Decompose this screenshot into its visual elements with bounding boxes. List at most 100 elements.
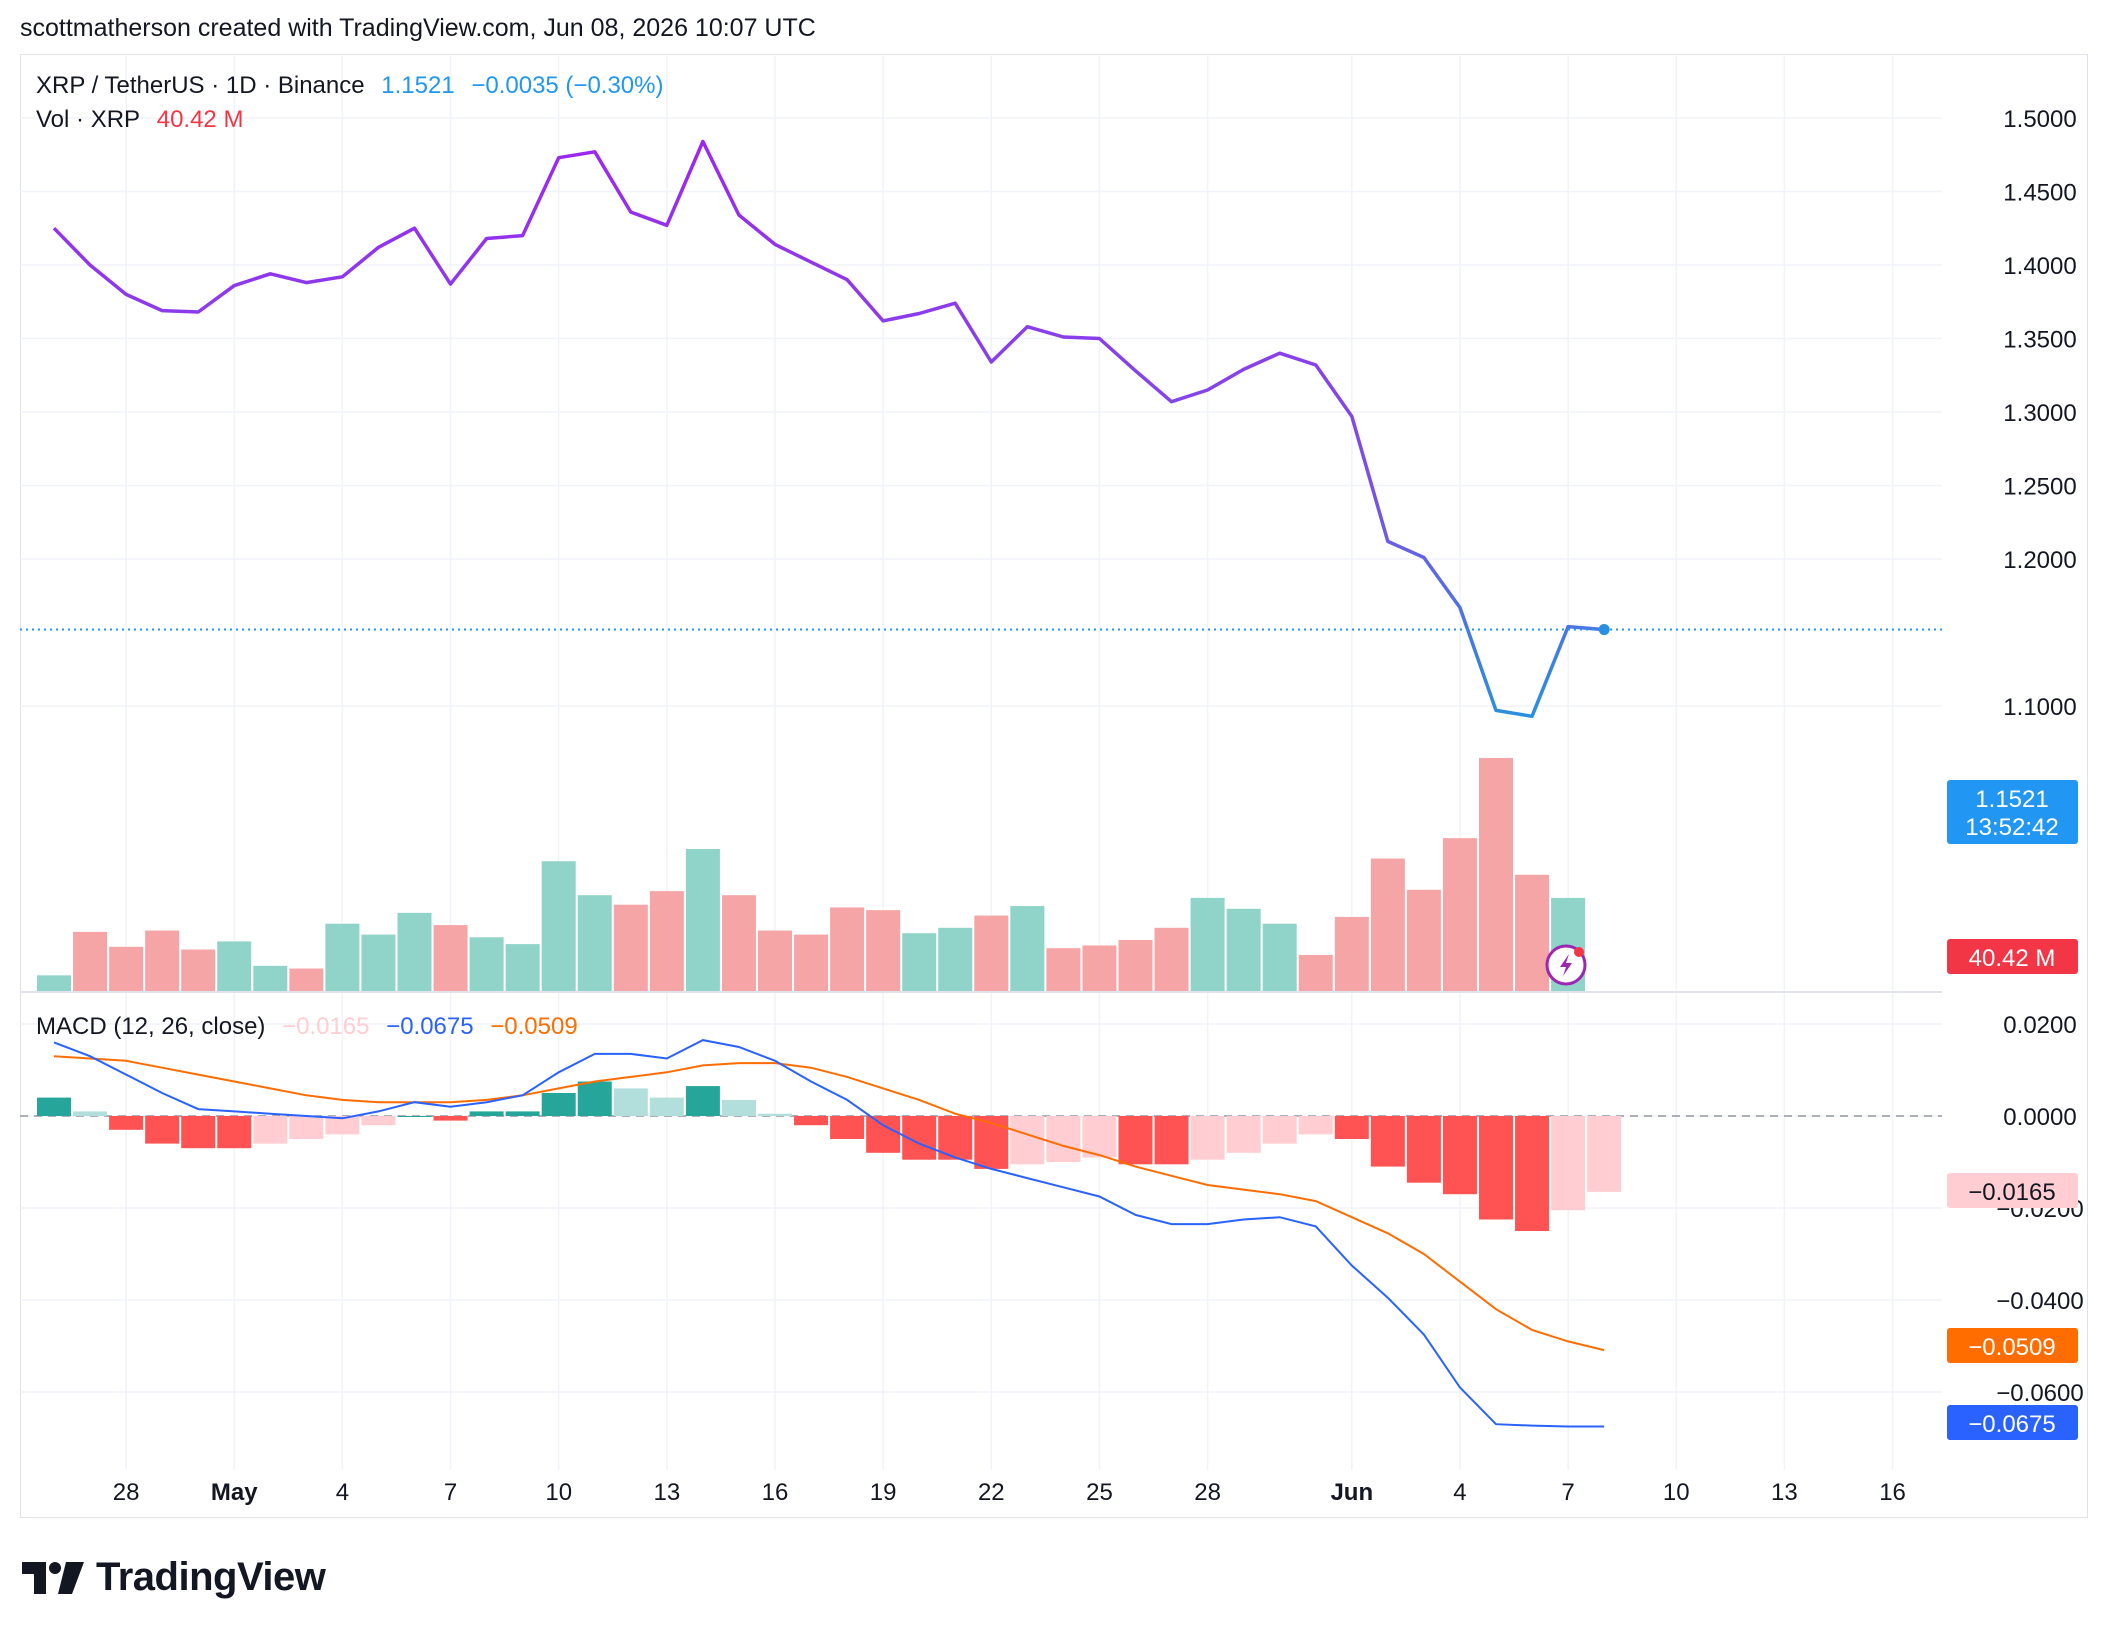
price-tick-label: 1.2000: [2003, 547, 2076, 574]
time-tick-label: 10: [1663, 1479, 1690, 1506]
price-tag-text: 13:52:42: [1965, 814, 2058, 841]
volume-bar: [974, 915, 1009, 993]
tradingview-logo-icon: [22, 1561, 84, 1594]
volume-bar: [145, 930, 180, 993]
signal-tag-text: −0.0509: [1968, 1334, 2055, 1361]
volume-bar: [325, 923, 360, 993]
volume-title: Vol · XRP: [36, 106, 141, 133]
macd-title: MACD (12, 26, close): [36, 1013, 266, 1040]
time-tick-label: 25: [1086, 1479, 1113, 1506]
volume-bar: [217, 941, 252, 993]
macd-histogram-bar: [109, 1116, 144, 1130]
volume-bar: [1226, 908, 1261, 993]
macd-histogram-bar: [505, 1111, 540, 1116]
macd-histogram: [37, 1081, 1622, 1231]
symbol-legend[interactable]: XRP / TetherUS · 1D · Binance 1.1521 −0.…: [36, 72, 667, 100]
volume-bar: [1082, 945, 1117, 993]
price-tick-label: 1.1000: [2003, 694, 2076, 721]
time-tick-label: Jun: [1330, 1479, 1373, 1506]
volume-bar: [830, 907, 865, 993]
macd-histogram-bar: [758, 1113, 792, 1116]
macd-histogram-bar: [397, 1116, 432, 1117]
volume-bar: [1370, 858, 1405, 993]
volume-bar: [1262, 923, 1297, 993]
volume-legend[interactable]: Vol · XRP 40.42 M: [36, 106, 247, 134]
macd-histogram-bar: [145, 1116, 180, 1144]
volume-bar: [613, 904, 648, 993]
macd-histogram-bar: [1154, 1116, 1189, 1165]
chart-frame: [20, 54, 2088, 1518]
volume-bar: [1046, 948, 1081, 993]
time-axis: 28 May 4 7 10 13 16 19 22 25 28 Jun 4 7 10 13 16: [113, 1479, 1906, 1506]
volume-bar: [73, 931, 108, 993]
histogram-tag-text: −0.0165: [1968, 1179, 2055, 1206]
macd-hist-value: −0.0165: [282, 1013, 370, 1040]
volume-bar: [541, 861, 576, 993]
volume-bar: [361, 934, 396, 993]
macd-line-value: −0.0675: [386, 1013, 474, 1040]
signal-tag-bg: [1947, 1328, 2078, 1363]
time-tick-label: May: [211, 1479, 258, 1506]
volume-bar: [181, 949, 216, 993]
time-tick-label: 13: [1771, 1479, 1798, 1506]
macd-histogram-bar: [794, 1116, 829, 1126]
last-price: 1.1521: [381, 72, 455, 99]
volume-bar: [685, 849, 720, 993]
macd-tag-bg: [1947, 1405, 2078, 1440]
volume-bar: [505, 944, 540, 993]
volume-bar: [649, 891, 684, 993]
time-tick-label: 10: [545, 1479, 572, 1506]
volume-bar: [758, 930, 792, 993]
volume-bar: [469, 937, 504, 993]
volume-bar: [289, 968, 324, 993]
macd-tick-label: 0.0200: [2003, 1012, 2076, 1039]
alert-icon[interactable]: [1545, 944, 1587, 986]
symbol-title: XRP / TetherUS · 1D · Binance: [36, 72, 365, 99]
macd-histogram-bar: [289, 1116, 324, 1139]
price-tick-label: 1.2500: [2003, 474, 2076, 501]
volume-bar: [1010, 906, 1045, 993]
macd-histogram-bar: [685, 1086, 720, 1116]
volume-tag-bg: [1947, 939, 2078, 974]
macd-histogram-bar: [1226, 1116, 1261, 1153]
macd-histogram-bar: [1046, 1116, 1081, 1162]
time-tick-label: 19: [870, 1479, 897, 1506]
macd-histogram-bar: [721, 1099, 756, 1116]
macd-legend[interactable]: MACD (12, 26, close) −0.0165 −0.0675 −0.…: [36, 1013, 582, 1041]
tradingview-logo-text: TradingView: [96, 1555, 326, 1599]
macd-histogram-bar: [1479, 1116, 1513, 1220]
volume-value: 40.42 M: [156, 106, 244, 133]
macd-lines: [53, 1039, 1605, 1428]
macd-histogram-bar: [830, 1116, 865, 1139]
time-tick-label: 16: [1879, 1479, 1906, 1506]
volume-bar: [577, 895, 612, 993]
chart-caption: scottmatherson created with TradingView.…: [20, 14, 816, 42]
macd-histogram-bar: [577, 1081, 612, 1116]
macd-histogram-bar: [974, 1116, 1009, 1169]
macd-histogram-bar: [1082, 1116, 1117, 1158]
price-change: −0.0035 (−0.30%): [471, 72, 664, 99]
volume-bar: [794, 934, 829, 993]
macd-histogram-bar: [613, 1088, 648, 1116]
volume-bar: [253, 965, 288, 993]
volume-bar: [938, 927, 973, 993]
histogram-tag-bg: [1947, 1173, 2078, 1208]
time-tick-label: 7: [1561, 1479, 1574, 1506]
macd-tag-text: −0.0675: [1968, 1411, 2055, 1438]
macd-histogram-bar: [433, 1116, 468, 1121]
time-tick-label: 4: [1453, 1479, 1466, 1506]
macd-histogram-bar: [1370, 1116, 1405, 1167]
time-tick-label: 28: [113, 1479, 140, 1506]
price-tick-label: 1.4500: [2003, 180, 2076, 207]
tradingview-logo[interactable]: TradingView: [22, 1555, 326, 1600]
volume-bar: [902, 933, 937, 993]
macd-histogram-bar: [649, 1097, 684, 1116]
volume-bars: [37, 758, 1586, 993]
time-tick-label: 22: [978, 1479, 1005, 1506]
price-tick-label: 1.5000: [2003, 106, 2076, 133]
macd-histogram-bar: [1442, 1116, 1477, 1195]
macd-histogram-bar: [1551, 1116, 1586, 1211]
volume-bar: [866, 910, 901, 993]
